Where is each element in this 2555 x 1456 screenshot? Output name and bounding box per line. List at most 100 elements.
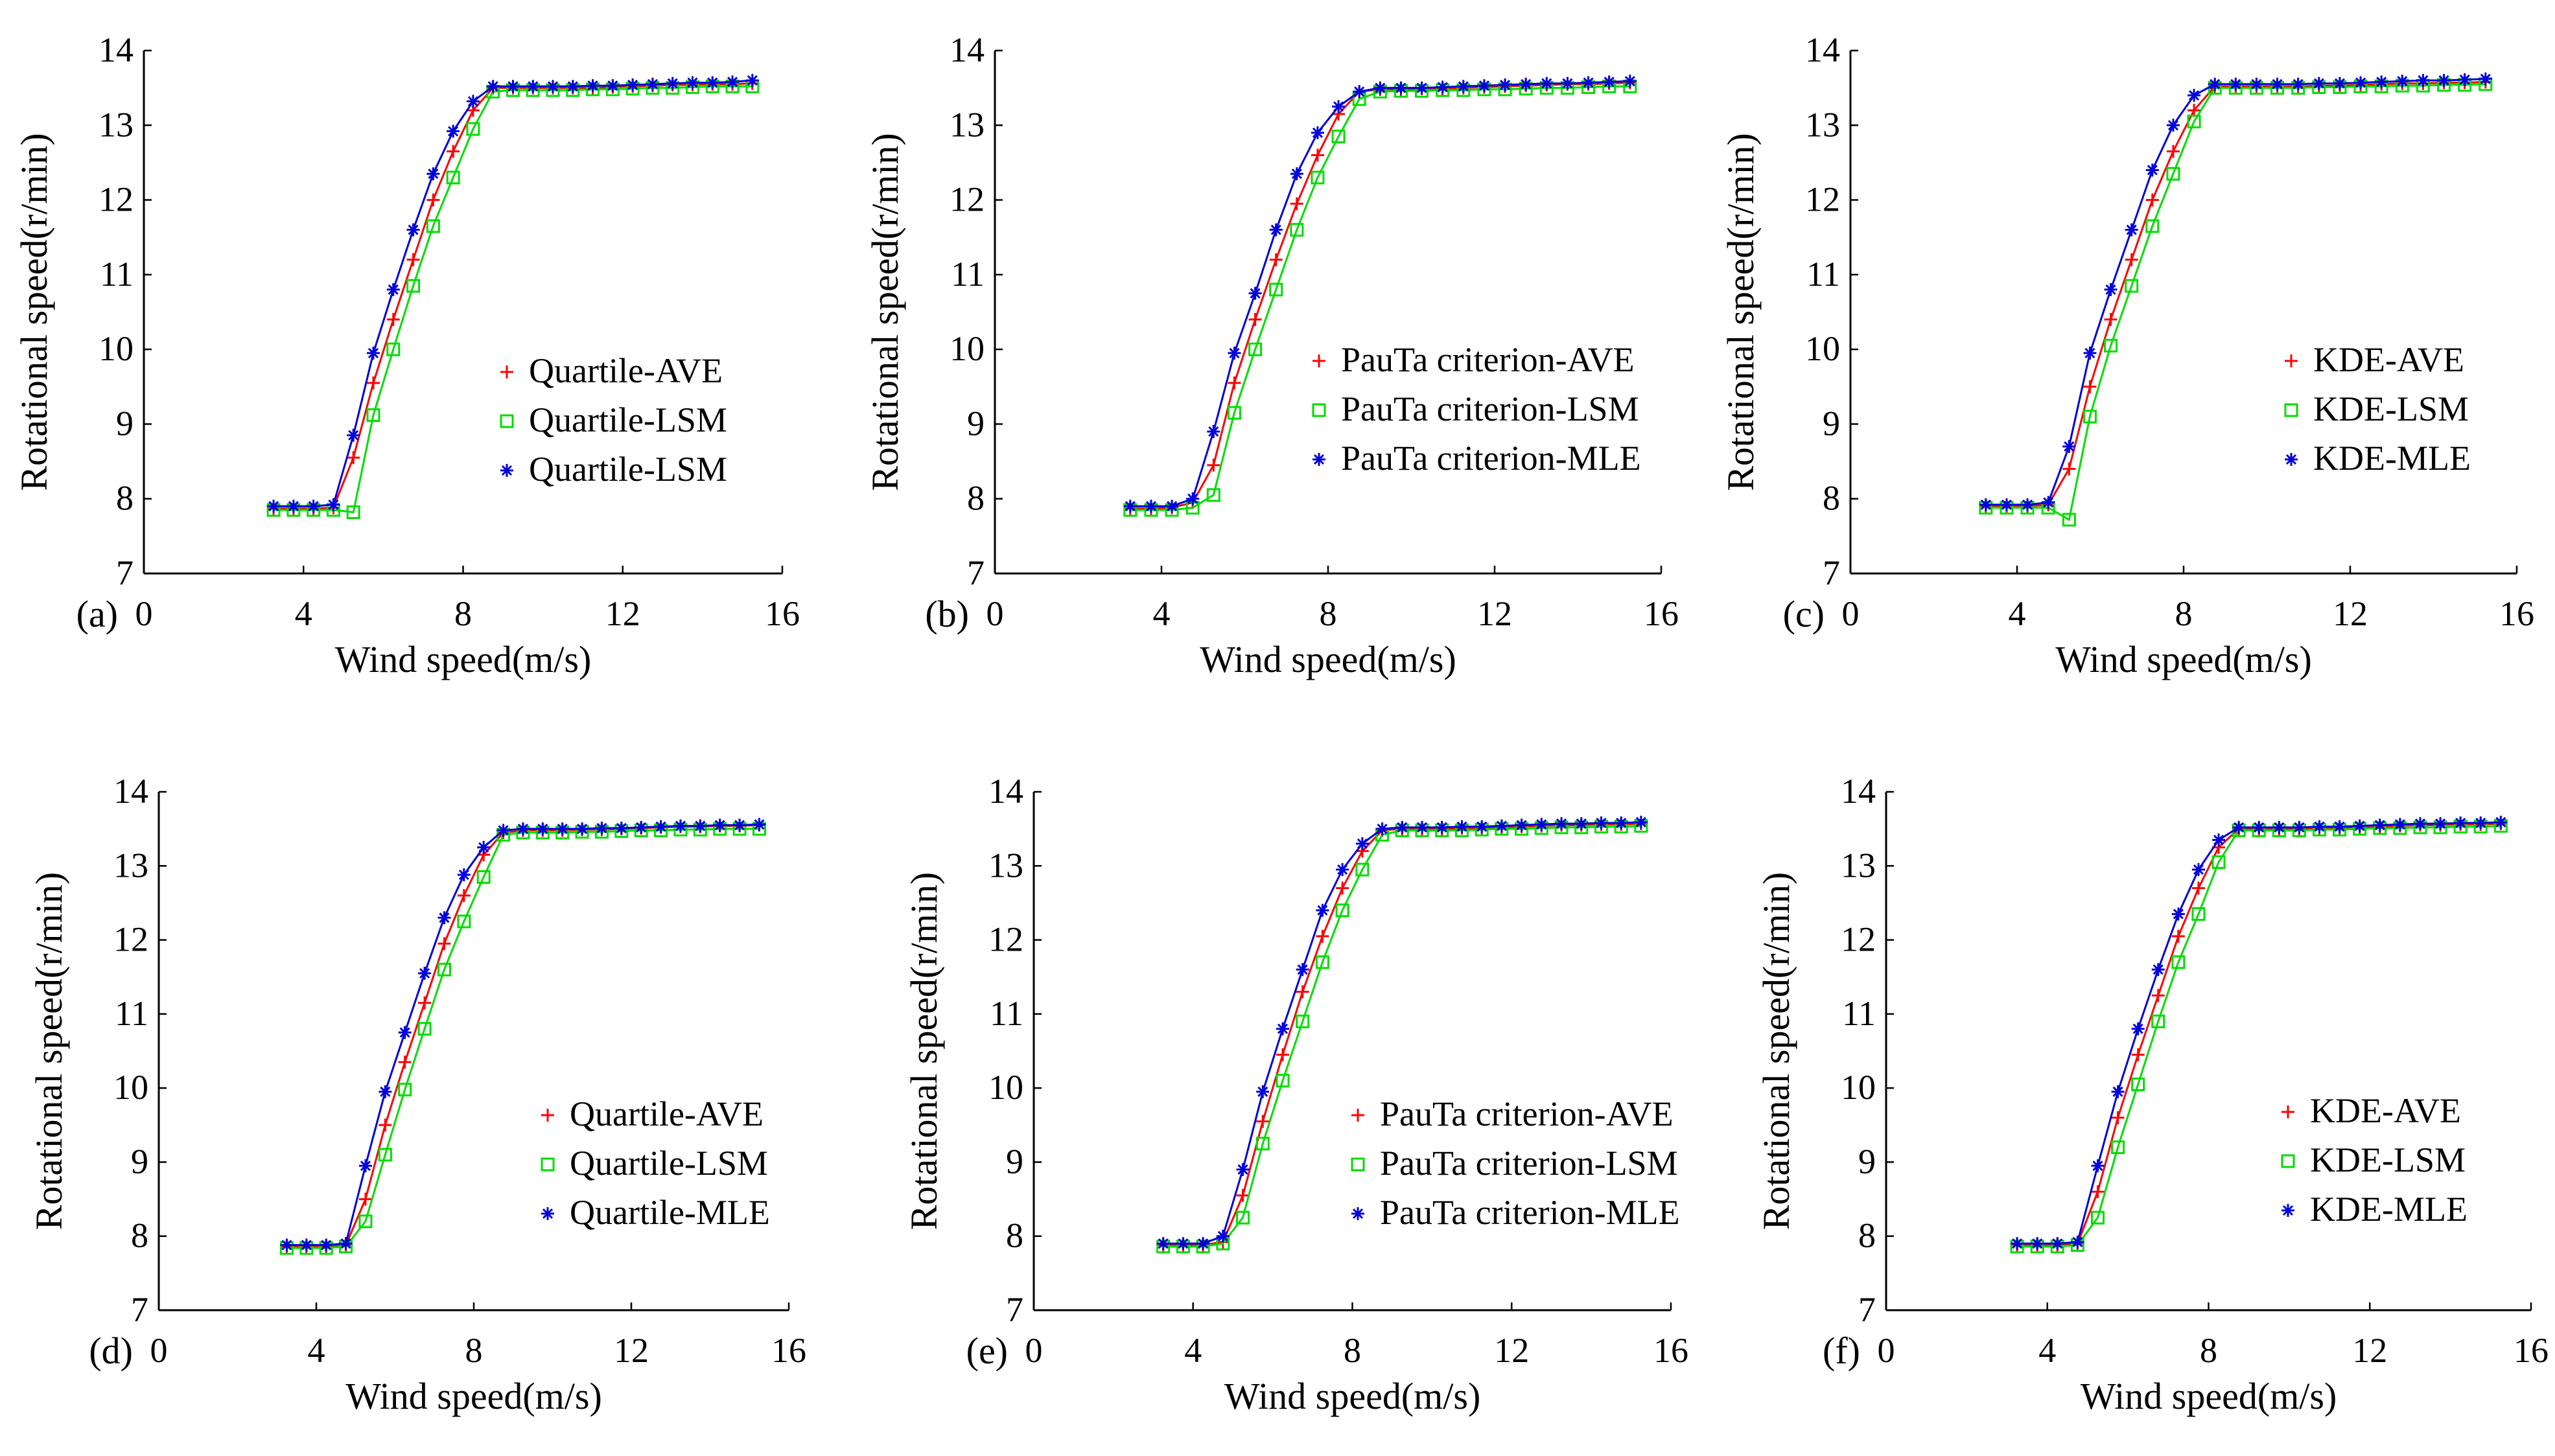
data-point xyxy=(1256,1115,1270,1128)
data-point xyxy=(555,822,569,836)
data-point xyxy=(2166,119,2180,132)
data-point xyxy=(694,819,707,833)
data-point xyxy=(1436,80,1449,94)
panel-label: (d) xyxy=(89,1330,133,1372)
data-point xyxy=(2494,815,2508,829)
data-point xyxy=(2111,1085,2125,1098)
legend: KDE-AVE KDE-LSM KDE-MLE xyxy=(2284,340,2471,478)
y-tick-label: 7 xyxy=(1858,1290,1876,1329)
y-axis-label: Rotational speed(r/min) xyxy=(864,133,906,491)
data-point xyxy=(2083,380,2097,393)
data-point xyxy=(339,1237,353,1251)
y-tick-label: 12 xyxy=(1841,920,1876,959)
data-point xyxy=(2125,253,2138,266)
data-point xyxy=(2151,989,2165,1002)
data-point xyxy=(2062,513,2076,527)
data-point xyxy=(2104,283,2118,296)
data-point xyxy=(1236,1188,1250,1202)
data-point xyxy=(2091,1185,2105,1199)
data-point xyxy=(1248,342,1263,356)
series-3 xyxy=(267,74,759,513)
x-tick-label: 8 xyxy=(1320,594,1337,633)
data-point xyxy=(2111,1111,2125,1124)
data-point xyxy=(457,868,471,881)
y-tick-label: 12 xyxy=(950,180,985,219)
legend: Quartile-AVE Quartile-LSM Quartile-LSM xyxy=(500,351,727,489)
data-point xyxy=(2000,498,2013,511)
data-point xyxy=(1165,500,1179,513)
x-tick-label: 4 xyxy=(308,1331,325,1370)
y-tick-label: 14 xyxy=(99,30,134,69)
x-tick-label: 0 xyxy=(1025,1331,1043,1370)
x-tick-label: 12 xyxy=(2333,594,2368,633)
data-point xyxy=(426,167,440,181)
legend-entry: PauTa criterion-AVE xyxy=(1341,340,1635,379)
data-point xyxy=(2232,820,2246,834)
data-point xyxy=(2090,1210,2105,1225)
data-point xyxy=(2270,77,2284,91)
data-point xyxy=(2437,74,2451,87)
data-point xyxy=(2373,818,2386,832)
x-axis-label: Wind speed(m/s) xyxy=(345,1375,602,1417)
data-point xyxy=(2145,219,2160,233)
y-tick-label: 14 xyxy=(1805,30,1840,69)
data-point xyxy=(576,822,589,836)
x-tick-label: 0 xyxy=(1842,594,1860,633)
data-point xyxy=(745,74,759,87)
series-3 xyxy=(2011,815,2508,1251)
y-tick-label: 9 xyxy=(967,404,985,443)
data-point xyxy=(2145,193,2159,207)
data-point xyxy=(1207,424,1220,438)
data-point xyxy=(1269,283,1283,297)
data-point xyxy=(2104,338,2118,352)
data-point xyxy=(2021,498,2035,511)
data-point xyxy=(1269,223,1283,237)
data-point xyxy=(1336,881,1349,895)
legend-entry: Quartile-AVE xyxy=(570,1094,764,1133)
chart-panel-4: 7 8 9 10 11 12 13 14 0 4 8 12 16 (d) Wind speed(m/s) Ro… xyxy=(28,772,806,1417)
data-point xyxy=(614,822,628,835)
data-point xyxy=(1495,819,1508,833)
data-point xyxy=(626,78,640,92)
y-tick-label: 10 xyxy=(99,329,134,368)
x-tick-label: 16 xyxy=(2499,594,2534,633)
data-point xyxy=(673,819,687,833)
data-point xyxy=(398,1026,412,1039)
legend-marker xyxy=(500,414,514,428)
legend: Quartile-AVE Quartile-LSM Quartile-MLE xyxy=(541,1094,770,1232)
data-point xyxy=(438,937,451,951)
legend-marker xyxy=(2281,1204,2294,1217)
x-tick-label: 0 xyxy=(150,1331,168,1370)
data-point xyxy=(1336,863,1349,876)
data-point xyxy=(1515,818,1528,832)
y-tick-label: 7 xyxy=(131,1290,148,1329)
data-point xyxy=(2171,929,2185,943)
data-point xyxy=(1335,903,1349,918)
data-point xyxy=(496,824,510,837)
legend-entry: PauTa criterion-LSM xyxy=(1341,389,1639,428)
data-point xyxy=(1979,498,1992,511)
data-point xyxy=(2083,346,2097,360)
data-point xyxy=(1290,197,1303,211)
legend-entry: PauTa criterion-MLE xyxy=(1380,1193,1680,1232)
data-point xyxy=(1395,820,1409,834)
data-point xyxy=(418,967,432,980)
data-point xyxy=(1311,126,1324,139)
data-point xyxy=(398,1082,412,1096)
data-point xyxy=(2292,820,2306,834)
data-point xyxy=(2191,881,2205,895)
data-point xyxy=(1296,1014,1310,1028)
chart-panel-1: 7 8 9 10 11 12 13 14 0 4 8 12 16 (a) Wind speed(m/s) Ro… xyxy=(13,30,800,680)
data-point xyxy=(1206,488,1220,502)
data-point xyxy=(2312,76,2326,90)
x-axis-label: Wind speed(m/s) xyxy=(335,638,592,680)
y-tick-label: 14 xyxy=(950,30,985,69)
x-tick-label: 8 xyxy=(2200,1331,2217,1370)
x-tick-label: 4 xyxy=(1153,594,1171,633)
y-tick-label: 11 xyxy=(100,255,134,294)
legend-marker xyxy=(541,1109,554,1122)
data-point xyxy=(752,818,766,831)
data-point xyxy=(1296,963,1309,976)
data-point xyxy=(646,77,659,91)
data-point xyxy=(358,1159,372,1173)
